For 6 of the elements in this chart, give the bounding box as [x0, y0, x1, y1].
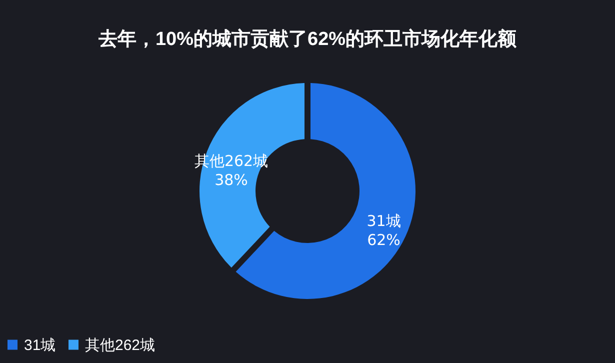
- legend-label: 其他262城: [85, 336, 156, 354]
- data-label: 38%: [214, 170, 248, 189]
- legend-label: 31城: [24, 336, 56, 354]
- slice-label: 31城: [366, 212, 401, 230]
- chart-title: 去年，10%的城市贡献了62%的环卫市场化年化额: [97, 28, 518, 50]
- data-label: 62%: [367, 231, 400, 250]
